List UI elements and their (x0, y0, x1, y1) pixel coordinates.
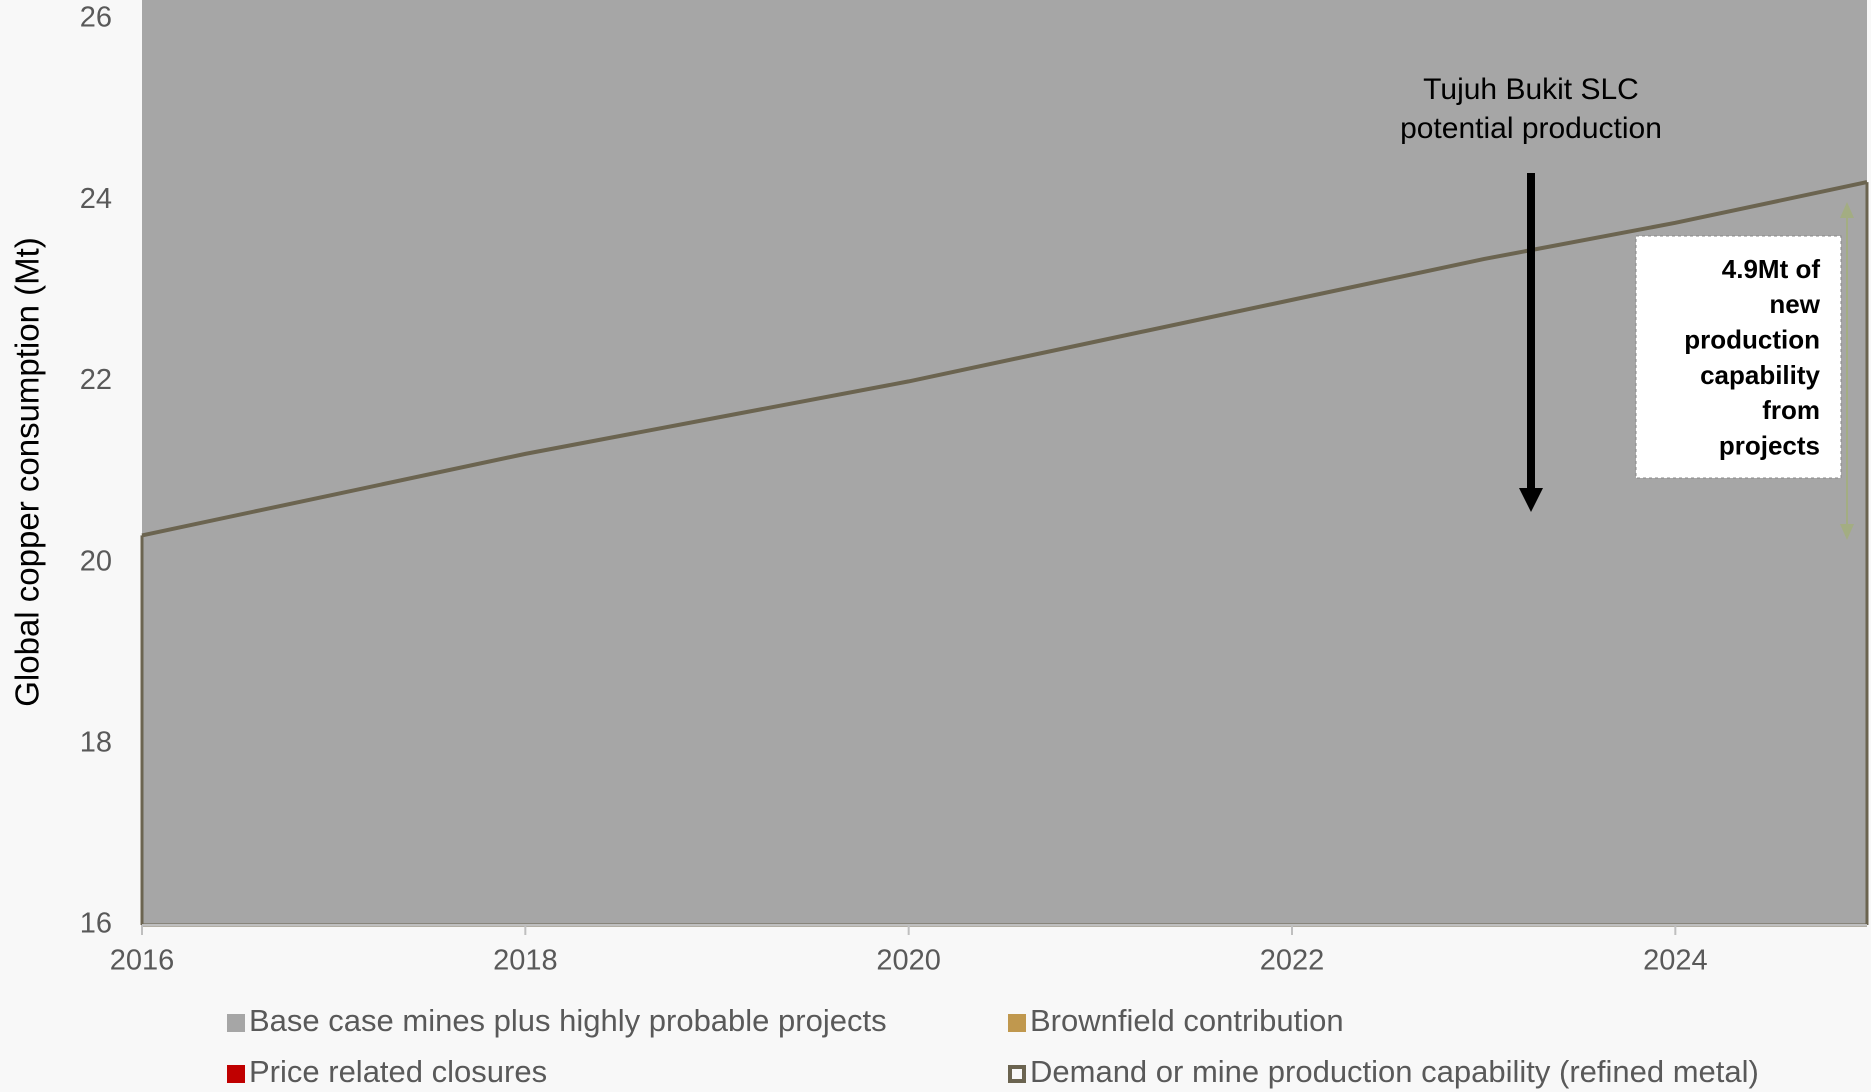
annotation-text: capability (1700, 360, 1820, 390)
legend-swatch (1008, 1065, 1026, 1083)
annotation-text: potential production (1400, 112, 1662, 145)
annotation-box (1635, 235, 1842, 479)
x-tick-label: 2020 (876, 945, 941, 977)
y-tick-label: 16 (80, 908, 112, 940)
legend-swatch (227, 1065, 245, 1083)
y-tick-label: 22 (80, 364, 112, 396)
legend-swatch (227, 1014, 245, 1032)
y-tick-label: 20 (80, 545, 112, 577)
y-tick-label: 24 (80, 183, 112, 215)
x-tick-label: 2022 (1260, 945, 1325, 977)
x-tick-label: 2016 (110, 945, 175, 977)
y-tick-label: 18 (80, 726, 112, 758)
annotation-text: new (1769, 289, 1820, 319)
annotation-text: production (1684, 324, 1820, 354)
plot-area (140, 0, 1869, 927)
area (142, 0, 1867, 925)
legend-label: Price related closures (249, 1054, 547, 1089)
arrow-head (1840, 202, 1854, 218)
y-axis-label: Global copper consumption (Mt) (9, 237, 46, 707)
legend-label: Base case mines plus highly probable pro… (249, 1003, 887, 1038)
x-tick-label: 2024 (1643, 945, 1708, 977)
annotation-text: projects (1719, 430, 1820, 460)
x-tick-label: 2018 (493, 945, 558, 977)
legend-label: Brownfield contribution (1030, 1003, 1344, 1038)
legend-swatch (1008, 1014, 1026, 1032)
arrow-head (1840, 524, 1854, 540)
annotation-text: from (1762, 395, 1820, 425)
line (141, 180, 1868, 538)
annotation-text: Tujuh Bukit SLC (1423, 73, 1639, 106)
y-tick-label: 26 (80, 2, 112, 34)
arrow-head (1519, 488, 1543, 512)
legend-label: Demand or mine production capability (re… (1030, 1054, 1759, 1089)
annotation-text: 4.9Mt of (1722, 254, 1821, 284)
